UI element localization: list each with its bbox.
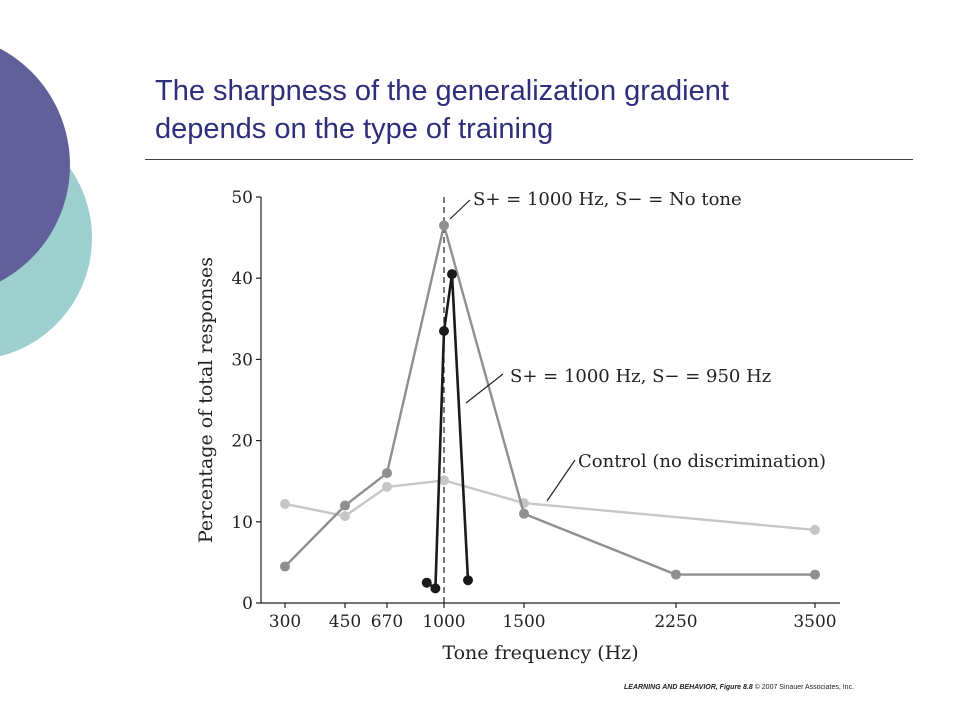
generalization-gradient-chart: 0 10 20 30 40 50 300 450 670 1000 1500 2250 3500 Tone… — [195, 188, 840, 664]
data-point — [439, 220, 449, 231]
data-point — [519, 508, 529, 519]
series-no-tone — [280, 220, 820, 580]
y-tick-label: 30 — [231, 350, 253, 370]
label-950hz-leader — [465, 373, 504, 404]
label-no-tone: S+ = 1000 Hz, S− = No tone — [473, 189, 742, 210]
data-point — [439, 325, 449, 336]
y-tick-label: 10 — [231, 513, 253, 533]
data-point — [439, 475, 449, 486]
credit-copyright: © 2007 Sinauer Associates, Inc. — [754, 684, 855, 691]
x-axis-label: Tone frequency (Hz) — [442, 642, 638, 664]
decoration-circle-purple — [0, 48, 70, 282]
y-tick-label: 50 — [231, 188, 253, 208]
slide-title: The sharpness of the generalization grad… — [155, 72, 915, 148]
y-tick-label: 0 — [242, 594, 253, 614]
data-point — [447, 269, 457, 280]
label-950hz: S+ = 1000 Hz, S− = 950 Hz — [510, 366, 771, 387]
y-tick-label: 40 — [231, 269, 253, 289]
title-divider — [145, 159, 913, 160]
data-point — [463, 575, 473, 586]
chart-axes: 0 10 20 30 40 50 300 450 670 1000 1500 2250 3500 Tone… — [195, 188, 840, 664]
x-tick-label: 1500 — [502, 612, 545, 632]
label-no-tone-leader — [449, 199, 471, 220]
data-point — [280, 498, 290, 509]
x-tick-label: 2250 — [654, 612, 697, 632]
credit-book: LEARNING AND BEHAVIOR, Figure 8.8 — [624, 684, 753, 691]
slide-title-line-1: The sharpness of the generalization grad… — [155, 75, 729, 107]
data-point — [810, 524, 820, 535]
series-950hz — [421, 269, 473, 594]
data-point — [382, 481, 392, 492]
data-point — [382, 468, 392, 479]
data-point — [810, 569, 820, 580]
data-point — [340, 511, 350, 522]
series-950hz-line — [425, 272, 470, 590]
slide-title-line-2: depends on the type of training — [155, 113, 554, 145]
x-tick-label: 1000 — [422, 612, 465, 632]
slide-decoration — [0, 48, 92, 357]
data-point — [421, 577, 432, 588]
series-control — [280, 475, 820, 535]
data-point — [280, 561, 290, 572]
data-point — [430, 583, 441, 594]
x-tick-label: 3500 — [793, 612, 836, 632]
label-control: Control (no discrimination) — [578, 451, 826, 472]
y-axis-label: Percentage of total responses — [195, 257, 217, 543]
figure-credit: LEARNING AND BEHAVIOR, Figure 8.8 © 2007… — [624, 684, 854, 691]
label-control-leader — [546, 459, 576, 502]
series-control-line — [284, 479, 816, 532]
data-point — [340, 500, 350, 511]
x-tick-label: 450 — [329, 612, 361, 632]
x-tick-label: 300 — [269, 612, 301, 632]
x-tick-label: 670 — [371, 612, 403, 632]
chart-series-layer — [280, 220, 820, 594]
y-tick-label: 20 — [231, 432, 253, 452]
chart-labels-layer: S+ = 1000 Hz, S− = No tone S+ = 1000 Hz, … — [449, 189, 826, 502]
data-point — [671, 569, 681, 580]
